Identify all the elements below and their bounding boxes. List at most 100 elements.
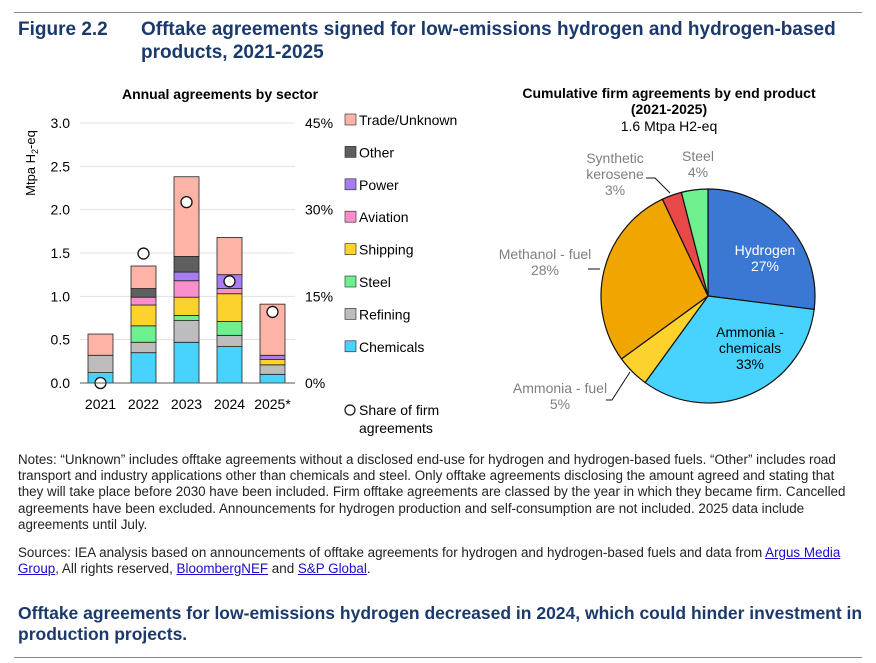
y-tick-label: 1.5 [51, 245, 71, 261]
bar-segment-steel [173, 314, 200, 321]
pie-label-text: Ammonia - chemicals [716, 324, 784, 356]
bar-segment-shipping [173, 296, 200, 316]
bar-segment-aviation [216, 288, 243, 295]
pie-label-text: Synthetic kerosene [586, 150, 644, 182]
legend-label: Trade/Unknown [359, 112, 457, 128]
legend-label: Steel [359, 274, 391, 290]
pie-label-synthetic-kerosene: Synthetic kerosene 3% [570, 150, 660, 198]
sources-text: and [268, 561, 298, 577]
bar-chart-title: Annual agreements by sector [122, 86, 319, 102]
bar-segment-chemicals [259, 373, 286, 384]
legend-label: Shipping [359, 242, 414, 258]
pie-label-text: Steel [682, 148, 714, 164]
pie-slice-hydrogen [707, 188, 816, 311]
bar-segment-steel [216, 321, 243, 336]
bar-segment-refining [216, 334, 243, 348]
bottom-rule [14, 657, 862, 658]
bar-segment-other [173, 256, 200, 273]
share-marker [223, 275, 236, 288]
bar-segment-chemicals [173, 341, 200, 384]
notes: Notes: “Unknown” includes offtake agreem… [18, 452, 846, 532]
pie-label-steel: Steel 4% [668, 148, 728, 180]
bar-segment-chemicals [216, 346, 243, 384]
sources-text: , All rights reserved, [55, 561, 177, 577]
x-tick-label: 2025* [254, 396, 291, 412]
pie-label-pct: 33% [735, 356, 765, 372]
pie-label-text: Hydrogen [734, 242, 796, 258]
bar-segment-trade-unknown [216, 236, 243, 276]
share-marker [137, 247, 150, 260]
legend-swatch [344, 340, 357, 353]
link-argus[interactable]: Argus Media Group [18, 545, 841, 577]
legend-label: Refining [359, 306, 410, 322]
pie-label-pct: 3% [604, 182, 626, 198]
pie-title: Cumulative firm agreements by end produc… [522, 85, 816, 101]
y2-tick-label: 0% [305, 375, 325, 391]
pie-slice-ammonia-chemicals [644, 295, 815, 404]
bar-segment-power [259, 354, 286, 360]
bar-segment-trade-unknown [87, 333, 114, 356]
pie-label-ammonia-chemicals: Ammonia - chemicals 33% [700, 324, 800, 372]
legend-label: agreements [359, 420, 433, 436]
legend-label: Share of firm [359, 402, 439, 418]
bar-segment-shipping [216, 293, 243, 322]
figure-title: Figure 2.2 Offtake agreements signed for… [18, 18, 858, 64]
x-tick-label: 2023 [171, 396, 202, 412]
legend-label: Chemicals [359, 339, 424, 355]
pie-label-pct: 5% [549, 396, 571, 412]
pie-slice-steel [680, 188, 709, 297]
sources-text: Sources: IEA analysis based on announcem… [18, 545, 766, 560]
bar-segment-refining [173, 320, 200, 343]
bar-segment-aviation [130, 296, 157, 306]
chart-area: Annual agreements by sector 0.0 0.5 1.0 1.5 2… [23, 85, 816, 436]
pie-label-text: Methanol - fuel [498, 246, 592, 262]
bar-segment-shipping [130, 304, 157, 327]
bar-segment-chemicals [130, 352, 157, 384]
legend-swatch [344, 210, 357, 223]
pie-slice-methanol-fuel [600, 198, 709, 360]
y-axis-label: Mtpa H2-eq [23, 130, 40, 196]
share-marker [180, 196, 193, 209]
y-tick-label: 2.5 [51, 158, 71, 174]
legend-swatch [344, 178, 357, 191]
legend-swatch [344, 275, 357, 288]
top-rule [14, 12, 862, 13]
bar-segment-aviation [173, 280, 200, 298]
bar-segment-trade-unknown [173, 176, 200, 257]
y-tick-label: 0.0 [51, 375, 71, 391]
sources: Sources: IEA analysis based on announcem… [18, 545, 863, 577]
leader-line [606, 371, 631, 401]
legend-swatch [344, 308, 357, 320]
legend-swatch [344, 243, 357, 255]
sources-text: . [366, 561, 371, 577]
x-tick-label: 2024 [214, 396, 245, 412]
pie-label-pct: 28% [530, 262, 560, 278]
link-bloombergnef[interactable]: BloombergNEF [176, 561, 269, 577]
link-sp-global[interactable]: S&P Global [297, 561, 367, 577]
pie-label-pct: 4% [687, 164, 709, 180]
legend-label: Power [359, 177, 399, 193]
bar-segment-shipping [259, 359, 286, 366]
bar-segment-refining [259, 364, 286, 375]
figure-number: Figure 2.2 [18, 19, 108, 40]
y2-tick-label: 30% [305, 202, 333, 218]
bar-segment-other [130, 288, 157, 298]
share-marker [266, 305, 279, 319]
legend-swatch [344, 146, 357, 158]
legend-label: Aviation [359, 209, 409, 225]
bar-segment-refining [130, 341, 157, 354]
pie-subtitle: 1.6 Mtpa H2-eq [620, 118, 718, 134]
bar-segment-steel [130, 325, 157, 343]
x-tick-label: 2022 [128, 396, 159, 412]
y-tick-label: 1.0 [51, 288, 71, 304]
bar-segment-trade-unknown [130, 265, 157, 289]
y-tick-label: 3.0 [51, 115, 71, 131]
legend-swatch [344, 113, 357, 126]
pie-label-text: Ammonia - fuel [512, 380, 608, 396]
legend-label: Other [359, 144, 394, 160]
pie-label-hydrogen: Hydrogen 27% [720, 242, 810, 274]
y2-tick-label: 15% [305, 288, 333, 304]
figure-title-text: Offtake agreements signed for low-emissi… [141, 19, 836, 63]
y-tick-label: 0.5 [51, 332, 71, 348]
y-tick-label: 2.0 [51, 202, 71, 218]
